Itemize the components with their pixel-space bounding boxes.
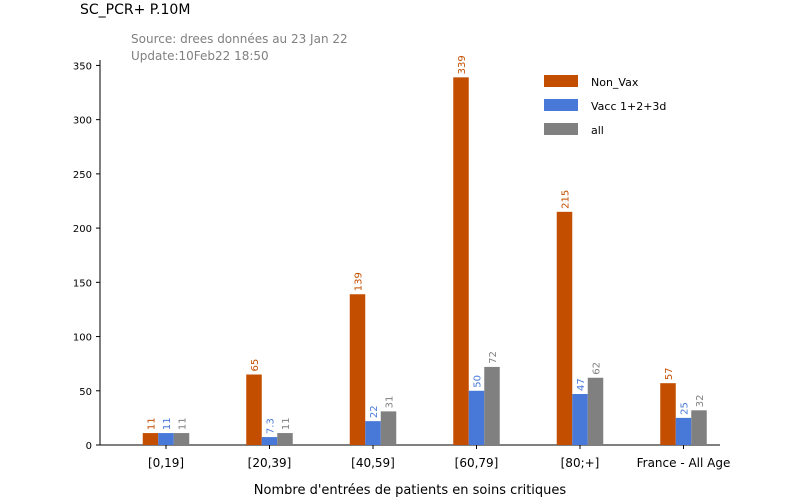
bar-value-label: 22: [369, 405, 380, 418]
legend-label: all: [591, 124, 604, 137]
legend-swatch: [544, 123, 578, 135]
chart-title: SC_PCR+ P.10M: [80, 2, 190, 18]
bar-value-label: 11: [281, 417, 292, 430]
bar-value-label: 11: [162, 417, 173, 430]
y-tick-label: 0: [86, 441, 92, 452]
legend-swatch: [544, 75, 578, 87]
y-tick-label: 250: [73, 170, 92, 181]
x-tick-label: [80;+]: [561, 456, 600, 470]
chart-subtitle-line-2: Update:10Feb22 18:50: [131, 49, 269, 63]
y-tick-label: 350: [73, 61, 92, 72]
x-tick-label: [0,19]: [148, 456, 184, 470]
bar-non-vax: [453, 77, 469, 445]
bar-non-vax: [660, 383, 676, 445]
bar-value-label: 72: [488, 351, 499, 364]
bar-all: [173, 433, 190, 445]
legend-label: Vacc 1+2+3d: [591, 100, 666, 113]
bar-vacc-1-2-3d: [675, 417, 692, 445]
bar-non-vax: [349, 294, 366, 445]
bar-value-label: 139: [354, 272, 365, 291]
bar-vacc-1-2-3d: [158, 433, 174, 445]
bar-all: [587, 377, 604, 445]
bar-vacc-1-2-3d: [468, 390, 485, 445]
bar-value-label: 65: [250, 359, 261, 372]
bar-value-label: 7.3: [266, 418, 277, 434]
x-tick-label: [20,39]: [248, 456, 292, 470]
bar-vacc-1-2-3d: [572, 394, 588, 445]
bar-non-vax: [142, 433, 159, 445]
bar-vacc-1-2-3d: [365, 421, 381, 445]
bar-all: [277, 433, 293, 445]
x-tick-label: [40,59]: [351, 456, 395, 470]
legend: Non_Vax Vacc 1+2+3d all: [544, 75, 666, 137]
bar-non-vax: [556, 211, 573, 445]
bar-all: [691, 410, 707, 445]
bar-vacc-1-2-3d: [261, 437, 278, 445]
y-tick-label: 300: [73, 116, 92, 127]
legend-swatch: [544, 99, 578, 111]
bar-value-label: 62: [592, 362, 603, 375]
bar-value-label: 11: [147, 417, 158, 430]
bar-value-label: 32: [695, 395, 706, 408]
bar-value-label: 47: [576, 378, 587, 391]
bar-value-label: 57: [664, 367, 675, 380]
chart-subtitle-line-1: Source: drees données au 23 Jan 22: [131, 32, 348, 46]
legend-label: Non_Vax: [591, 76, 639, 89]
y-tick-label: 150: [73, 278, 92, 289]
bar-value-label: 339: [457, 55, 468, 74]
y-tick-label: 100: [73, 333, 92, 344]
bar-value-label: 25: [680, 402, 691, 415]
bar-value-label: 11: [178, 417, 189, 430]
bar-value-label: 215: [561, 190, 572, 209]
x-tick-label: France - All Age: [637, 456, 731, 470]
plot-area: 0 50 100 150 200 250 300 350 [0,19] 11 11 11 [20,39]…: [73, 55, 730, 470]
bar-all: [380, 411, 397, 445]
y-tick-label: 50: [79, 387, 92, 398]
bar-all: [484, 366, 500, 445]
y-tick-label: 200: [73, 224, 92, 235]
x-axis-label: Nombre d'entrées de patients en soins cr…: [254, 483, 567, 498]
bar-value-label: 50: [473, 375, 484, 388]
bar-non-vax: [246, 374, 262, 445]
bar-value-label: 31: [385, 396, 396, 409]
x-tick-label: [60,79]: [455, 456, 499, 470]
